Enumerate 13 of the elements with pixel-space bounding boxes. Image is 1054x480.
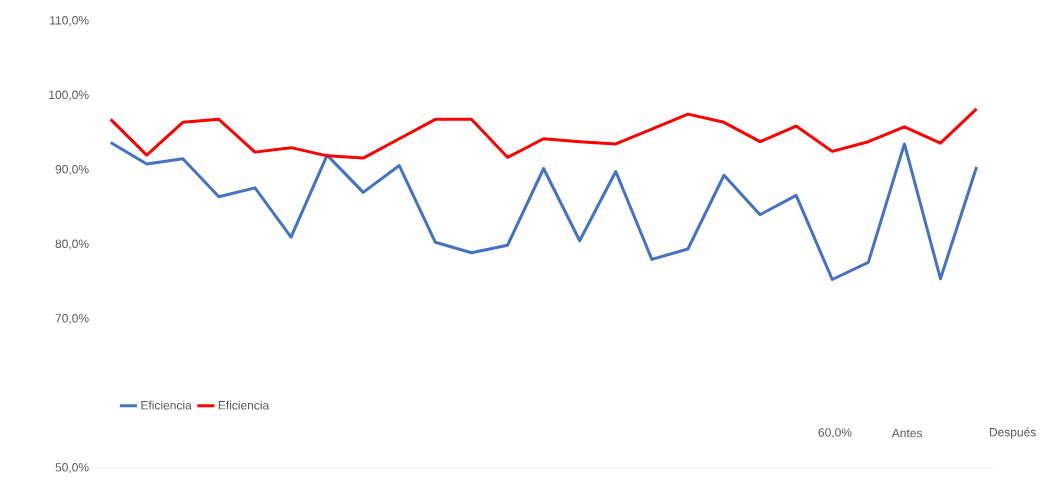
annotation: Después: [989, 427, 1036, 439]
y-tick-label: 100,0%: [49, 90, 89, 101]
legend-label: Eficiencia: [141, 400, 192, 410]
y-tick-label: 80,0%: [55, 239, 89, 250]
y-tick-label: 50,0%: [55, 463, 89, 473]
legend-label: Eficiencia: [218, 400, 270, 410]
annotation: 60,0%: [818, 428, 852, 439]
y-tick-label: 110,0%: [50, 16, 89, 26]
line-series: [109, 107, 979, 160]
y-tick-label: 90,0%: [55, 165, 89, 175]
line-series: [109, 140, 979, 282]
annotation: Antes: [891, 428, 923, 438]
y-tick-label: 70,0%: [55, 314, 89, 324]
